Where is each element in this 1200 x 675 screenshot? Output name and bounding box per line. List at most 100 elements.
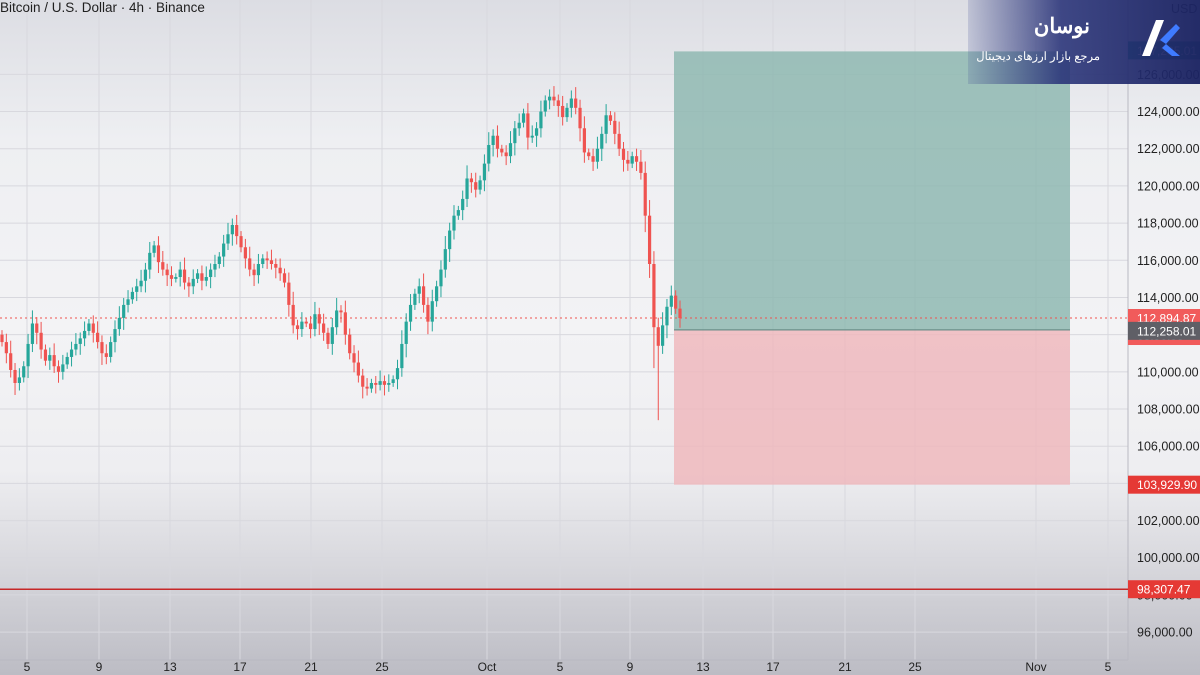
candle-body <box>26 343 30 367</box>
candle-body <box>604 115 608 134</box>
candle-body <box>500 148 504 153</box>
candle-body <box>139 280 143 287</box>
candle-body <box>287 282 291 305</box>
candle-body <box>152 245 156 253</box>
candle-body <box>65 356 69 365</box>
candle-body <box>539 111 543 129</box>
candle-body <box>291 304 295 326</box>
candle-body <box>91 323 95 333</box>
candle-body <box>361 375 365 387</box>
candle-body <box>369 382 374 389</box>
candle-body <box>430 301 434 322</box>
candle-body <box>608 115 613 121</box>
candle-body <box>100 342 104 354</box>
candle-body <box>621 148 626 160</box>
candle-body <box>556 100 560 106</box>
candle-body <box>326 332 330 344</box>
candle-body <box>117 317 121 330</box>
candle-body <box>30 323 35 344</box>
candle-body <box>582 128 586 153</box>
candle-body <box>374 382 378 385</box>
candle-body <box>61 364 65 372</box>
candle-body <box>322 323 326 333</box>
time-tick-label: 25 <box>908 660 922 674</box>
time-tick-label: 17 <box>766 660 780 674</box>
candle-body <box>308 323 313 330</box>
candle-body <box>39 332 43 350</box>
candle-body <box>408 304 413 322</box>
candle-body <box>491 135 495 146</box>
candle-body <box>661 325 665 346</box>
candle-body <box>235 224 239 237</box>
candle-body <box>200 273 204 281</box>
price-tick-label: 116,000.00 <box>1137 254 1199 268</box>
price-tick-label: 100,000.00 <box>1137 551 1200 565</box>
candle-body <box>356 362 360 376</box>
candle-body <box>69 349 74 357</box>
candle-body <box>169 275 174 279</box>
candle-body <box>274 264 278 268</box>
candle-body <box>113 329 117 343</box>
candle-body <box>565 107 569 118</box>
time-tick-label: 5 <box>1105 660 1112 674</box>
candle-body <box>48 355 52 361</box>
candle-body <box>4 342 8 354</box>
candle-body <box>209 269 213 278</box>
candle-body <box>109 342 113 357</box>
candle-body <box>335 310 339 328</box>
candle-body <box>413 293 417 305</box>
candle-body <box>404 321 408 344</box>
candle-body <box>348 334 352 354</box>
candle-body <box>543 100 547 112</box>
candle-body <box>156 245 161 263</box>
candle-body <box>400 343 404 369</box>
candle-body <box>195 273 200 279</box>
candle-body <box>517 122 521 129</box>
entry-price-tag: 112,258.01 <box>1137 324 1196 338</box>
candle-body <box>256 264 261 276</box>
candle-body <box>148 252 152 270</box>
candle-body <box>261 258 265 264</box>
candle-body <box>504 152 508 157</box>
candle-body <box>226 234 230 244</box>
candle-body <box>365 386 369 389</box>
candle-body <box>378 381 382 385</box>
time-tick-label: Nov <box>1025 660 1046 674</box>
candle-body <box>578 107 582 129</box>
candle-body <box>626 159 630 164</box>
time-tick-label: 21 <box>304 660 318 674</box>
price-tick-label: 108,000.00 <box>1137 403 1200 417</box>
candle-body <box>300 321 304 330</box>
time-tick-label: 5 <box>24 660 31 674</box>
candle-body <box>456 210 460 216</box>
price-tick-label: 124,000.00 <box>1137 105 1200 119</box>
candle-body <box>669 295 673 307</box>
candle-body <box>252 269 256 276</box>
candle-body <box>426 304 430 322</box>
candle-body <box>587 152 591 157</box>
candle-body <box>248 258 252 270</box>
candle-body <box>548 96 552 101</box>
candle-body <box>122 304 126 318</box>
time-axis[interactable]: 5 9 13 17 21 25 Oct 5 9 13 17 21 25 Nov 5 <box>24 660 1112 674</box>
candle-body <box>204 277 208 281</box>
time-tick-label: 25 <box>375 660 389 674</box>
candle-body <box>591 156 595 162</box>
candle-body <box>526 113 530 138</box>
candle-body <box>239 236 243 248</box>
candle-body <box>421 286 426 305</box>
candle-body <box>74 343 78 350</box>
candle-body <box>178 269 182 278</box>
time-tick-label: 9 <box>96 660 103 674</box>
position-tool[interactable] <box>674 51 1070 485</box>
candle-body <box>43 349 48 361</box>
price-tick-label: 120,000.00 <box>1137 179 1200 193</box>
candle-body <box>617 133 621 149</box>
candle-body <box>174 277 178 279</box>
candle-body <box>191 278 195 287</box>
stop-price-tag-bg <box>1128 475 1200 494</box>
candle-body <box>478 180 482 190</box>
candle-body <box>135 286 139 292</box>
